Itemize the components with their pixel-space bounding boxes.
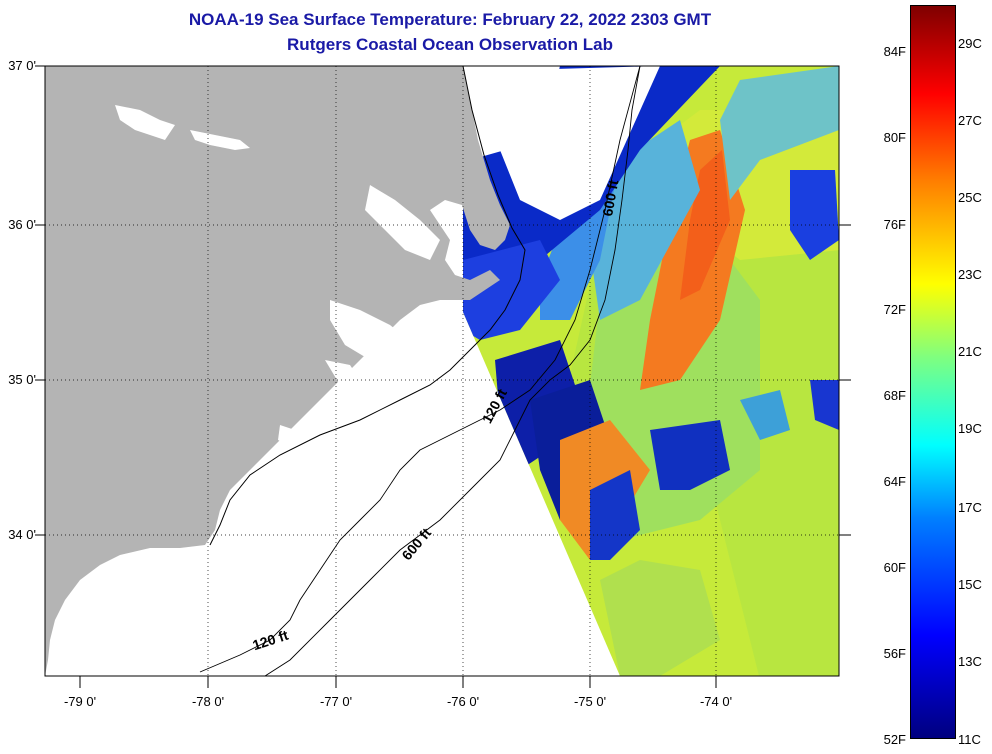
isobath-120	[199, 66, 641, 673]
lat-label-37: 37 0'	[8, 58, 36, 73]
colorbar-c-13: 13C	[958, 654, 982, 669]
color-scale-bar	[910, 5, 956, 739]
colorbar-c-29: 29C	[958, 36, 982, 51]
colorbar-c-27: 27C	[958, 113, 982, 128]
colorbar-c-23: 23C	[958, 267, 982, 282]
map-title: NOAA-19 Sea Surface Temperature: Februar…	[188, 10, 712, 29]
colorbar-f-52: 52F	[883, 732, 906, 747]
grid	[45, 66, 839, 676]
colorbar-c-15: 15C	[958, 577, 982, 592]
clouds	[463, 66, 660, 220]
map-frame	[44, 65, 840, 677]
colorbar-c-19: 19C	[958, 421, 982, 436]
map-subtitle: Rutgers Coastal Ocean Observation Lab	[287, 35, 613, 54]
sst-swath	[463, 66, 839, 676]
colorbar-f-64: 64F	[883, 474, 906, 489]
inland-water	[115, 105, 440, 445]
lon-label-77: -77 0'	[319, 694, 353, 709]
colorbar-c-11: 11C	[958, 732, 981, 747]
colorbar-c-21: 21C	[958, 344, 982, 359]
lat-label-36: 36 0'	[8, 217, 36, 232]
lon-label-74: -74 0'	[699, 694, 733, 709]
colorbar-c-25: 25C	[958, 190, 982, 205]
lon-label-75: -75 0'	[573, 694, 607, 709]
isobath-600	[264, 66, 641, 676]
lat-label-34: 34 0'	[8, 527, 36, 542]
lon-label-79: -79 0'	[63, 694, 97, 709]
lat-label-35: 35 0'	[8, 372, 36, 387]
ticks	[35, 65, 851, 688]
colorbar-f-76: 76F	[883, 217, 906, 232]
colorbar-f-80: 80F	[883, 130, 906, 145]
colorbar-f-68: 68F	[883, 388, 906, 403]
colorbar-c-17: 17C	[958, 500, 982, 515]
outer-banks	[209, 66, 526, 546]
colorbar-f-60: 60F	[883, 560, 906, 575]
colorbar-f-56: 56F	[883, 646, 906, 661]
colorbar-f-84: 84F	[883, 44, 906, 59]
lon-label-78: -78 0'	[191, 694, 225, 709]
lon-label-76: -76 0'	[446, 694, 480, 709]
colorbar-f-72: 72F	[883, 302, 906, 317]
